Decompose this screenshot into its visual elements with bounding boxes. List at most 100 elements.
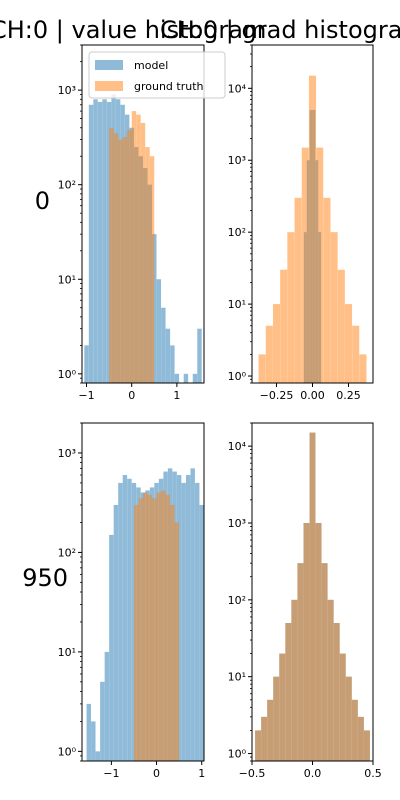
model-bar — [154, 482, 159, 761]
ground-truth-bar — [351, 699, 358, 761]
ground-truth-bar — [287, 232, 295, 383]
x-tick-label: 0.25 — [336, 389, 361, 402]
ground-truth-bar — [339, 653, 346, 761]
ground-truth-bar — [279, 653, 286, 761]
model-bar — [95, 751, 101, 761]
y-tick-label: 10² — [228, 594, 246, 607]
ground-truth-bar — [345, 676, 352, 761]
model-bar — [140, 492, 146, 761]
panel-4: −0.5 0.0 0.5 10⁰ 10¹ 10² 10³ 10⁴ — [228, 422, 382, 780]
legend-label: ground truth — [134, 80, 204, 93]
row-label-950: 950 — [22, 564, 68, 592]
model-bar — [138, 156, 143, 383]
ground-truth-bar — [161, 490, 166, 761]
ground-truth-bar — [152, 498, 157, 761]
ground-truth-bar — [301, 147, 309, 383]
ground-truth-bar — [327, 599, 334, 761]
y-tick-label: 10⁴ — [228, 440, 247, 453]
model-bar — [174, 373, 180, 383]
model-bar — [170, 345, 175, 383]
ground-truth-bar — [138, 498, 143, 761]
ground-truth-bar — [297, 563, 304, 761]
axes-frame — [81, 44, 205, 384]
model-bar — [97, 101, 103, 383]
legend: model ground truth — [88, 51, 226, 99]
y-tick-label: 10⁰ — [228, 370, 247, 383]
model-bar — [91, 721, 96, 761]
legend-label: model — [134, 59, 168, 72]
ground-truth-bar — [323, 197, 331, 383]
ground-truth-bar — [315, 522, 322, 761]
x-tick-label: −1 — [78, 389, 94, 402]
title-value-histogram: CH:0 | value histogram — [0, 16, 266, 44]
panel-3: −1 0 1 10⁰ 10¹ 10² 10³ — [58, 422, 205, 780]
ground-truth-bar — [352, 325, 360, 383]
ground-truth-bar — [273, 676, 280, 761]
ground-truth-bar — [156, 492, 162, 761]
ground-truth-bar — [316, 147, 324, 383]
ground-truth-bar — [280, 269, 288, 383]
ground-truth-bar — [174, 522, 180, 761]
ground-truth-bar — [357, 716, 364, 761]
legend-swatch — [95, 60, 123, 70]
ground-truth-bar — [285, 622, 292, 761]
model-bar — [163, 471, 168, 761]
panel-2: −0.25 0.00 0.25 10⁰ 10¹ 10² 10³ 10⁴ — [228, 44, 374, 402]
model-bar — [129, 127, 134, 383]
model-bar — [181, 482, 186, 761]
model-bar — [185, 475, 191, 761]
ground-truth-bar — [149, 156, 155, 383]
ground-truth-bar — [291, 599, 298, 761]
ground-truth-bar — [143, 492, 148, 761]
y-tick-label: 10⁴ — [228, 82, 247, 95]
model-bar — [124, 114, 130, 384]
model-bar — [88, 104, 94, 384]
y-tick-label: 10² — [228, 226, 246, 239]
ground-truth-bar — [255, 730, 262, 761]
model-bar — [113, 504, 119, 761]
model-bar — [111, 94, 116, 383]
ground-truth-bar — [127, 129, 132, 383]
model-bar — [152, 234, 157, 383]
ground-truth-bar — [337, 269, 345, 383]
model-bar — [199, 504, 204, 761]
model-bar — [115, 99, 121, 383]
model-bar — [158, 478, 164, 761]
y-tick-label: 10³ — [58, 84, 76, 97]
model-bar — [102, 99, 107, 383]
model-bar — [149, 487, 155, 761]
model-bar — [84, 345, 89, 383]
ground-truth-bar — [147, 494, 152, 761]
ground-truth-bar — [359, 354, 367, 383]
model-bar — [127, 478, 132, 761]
x-tick-label: 1 — [198, 767, 205, 780]
x-tick-label: −1 — [103, 767, 119, 780]
ground-truth-bar — [136, 114, 141, 384]
model-bar — [122, 475, 128, 761]
ground-truth-bar — [131, 111, 137, 383]
y-tick-label: 10² — [58, 179, 76, 192]
x-tick-label: 1 — [173, 389, 180, 402]
ground-truth-bar — [363, 730, 370, 761]
ground-truth-bar — [140, 122, 146, 384]
y-tick-label: 10¹ — [228, 671, 246, 684]
y-tick-label: 10² — [58, 546, 76, 559]
model-bar — [131, 482, 137, 761]
ground-truth-bar — [145, 147, 150, 383]
model-bar — [120, 104, 125, 384]
model-bar — [145, 490, 150, 761]
title-grad-histogram: CH:0 | grad histogram — [160, 16, 400, 44]
x-tick-label: 0.5 — [364, 767, 382, 780]
row-label-0: 0 — [35, 187, 50, 215]
ground-truth-bar — [344, 304, 353, 383]
y-tick-label: 10¹ — [58, 273, 76, 286]
ground-truth-bar — [118, 139, 123, 383]
ground-truth-bar — [261, 716, 268, 761]
ground-truth-bar — [170, 504, 175, 761]
model-bar — [134, 147, 139, 383]
model-bar — [161, 307, 166, 383]
ground-truth-bar — [330, 232, 338, 383]
x-tick-label: 0 — [153, 767, 160, 780]
model-bar — [143, 168, 148, 383]
model-bar — [197, 328, 202, 383]
